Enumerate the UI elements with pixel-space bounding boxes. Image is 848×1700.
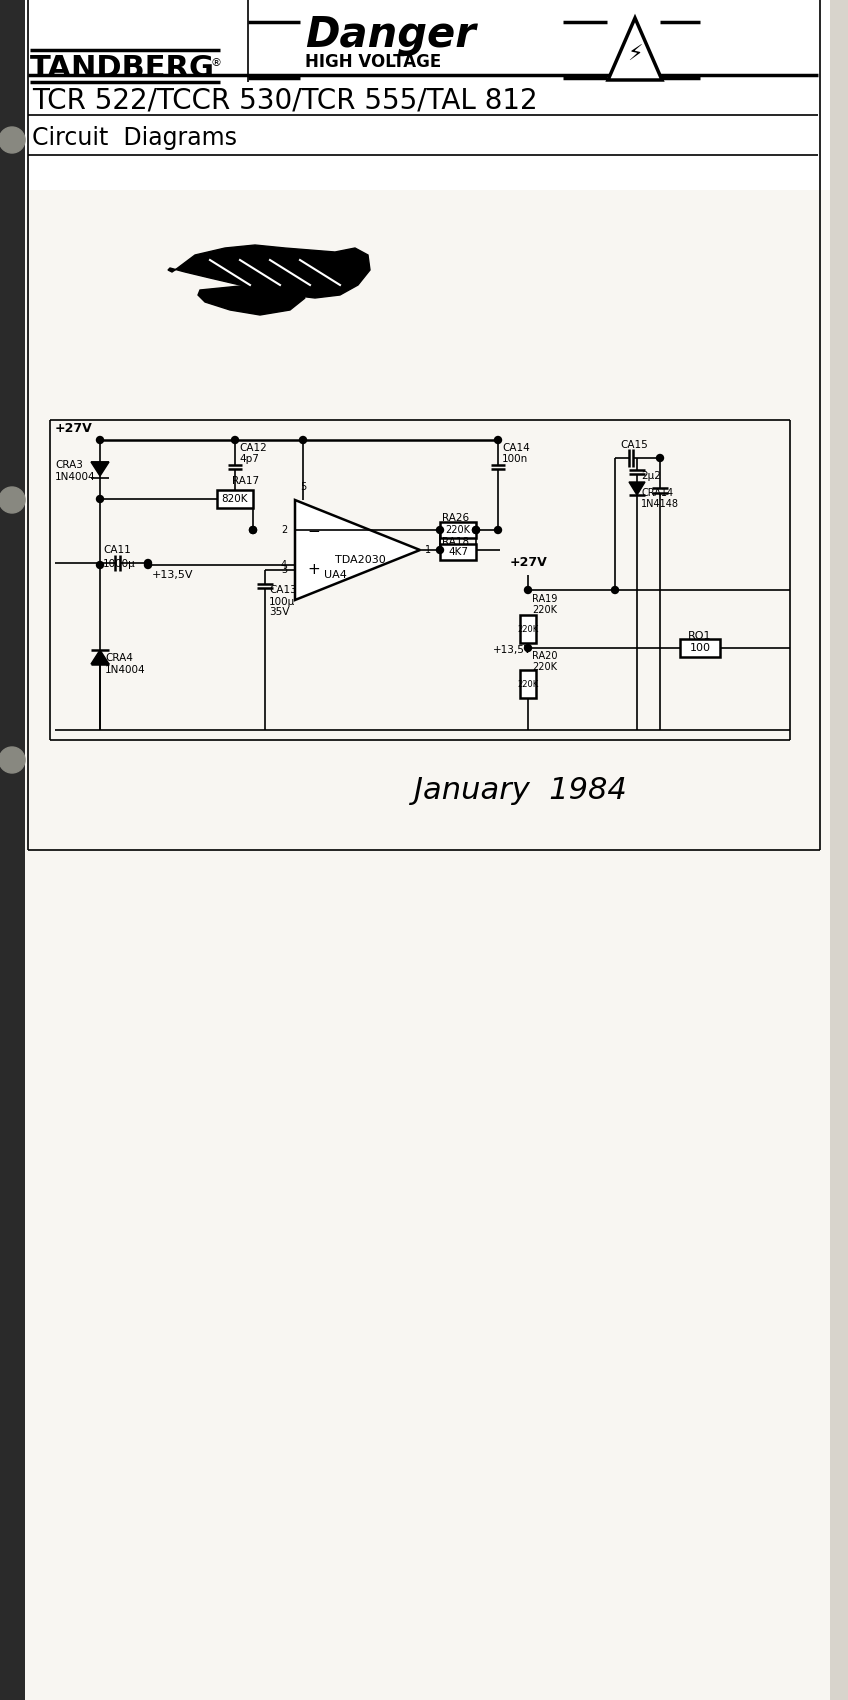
Circle shape <box>144 561 152 568</box>
Polygon shape <box>629 483 645 495</box>
Text: 220K: 220K <box>445 525 471 536</box>
Text: 4: 4 <box>281 559 287 570</box>
Text: TANDBERG: TANDBERG <box>30 53 215 83</box>
Text: RO1: RO1 <box>689 631 711 641</box>
Circle shape <box>144 559 152 566</box>
Circle shape <box>611 586 618 593</box>
Text: 1N4148: 1N4148 <box>641 500 679 508</box>
Circle shape <box>437 546 444 554</box>
Text: +: + <box>307 561 320 576</box>
Text: Danger: Danger <box>305 14 476 56</box>
Circle shape <box>437 527 444 534</box>
Circle shape <box>249 527 256 534</box>
Bar <box>830 0 848 1700</box>
Text: 100: 100 <box>689 643 711 653</box>
Bar <box>440 522 476 537</box>
Circle shape <box>525 586 532 593</box>
Text: RA20: RA20 <box>532 651 557 661</box>
Text: RA19: RA19 <box>532 593 557 604</box>
Text: 220K: 220K <box>517 624 538 634</box>
Circle shape <box>249 527 256 534</box>
Text: 220K: 220K <box>532 605 557 615</box>
Text: RA26: RA26 <box>442 513 469 524</box>
Text: RA18: RA18 <box>442 537 469 547</box>
Text: CA15: CA15 <box>620 440 648 450</box>
Circle shape <box>0 128 25 153</box>
Text: Circuit  Diagrams: Circuit Diagrams <box>32 126 237 150</box>
Text: 1N4004: 1N4004 <box>105 665 146 675</box>
Polygon shape <box>608 19 662 80</box>
Bar <box>680 639 720 656</box>
Circle shape <box>656 454 663 461</box>
Text: TDA2030: TDA2030 <box>335 554 385 564</box>
Bar <box>520 615 536 643</box>
Polygon shape <box>91 462 109 476</box>
Text: 2μ2: 2μ2 <box>641 471 661 481</box>
Circle shape <box>97 437 103 444</box>
Text: +27V: +27V <box>55 422 92 435</box>
Circle shape <box>97 561 103 568</box>
Text: UA4: UA4 <box>324 570 347 580</box>
Bar <box>440 544 476 559</box>
Circle shape <box>472 527 479 534</box>
Text: −: − <box>307 524 320 539</box>
Bar <box>217 490 253 508</box>
Text: 35V: 35V <box>269 607 289 617</box>
Text: 100μ: 100μ <box>269 597 295 607</box>
Text: +13,5V: +13,5V <box>493 644 532 654</box>
Text: CRA14: CRA14 <box>641 488 673 498</box>
Circle shape <box>97 495 103 503</box>
Text: 2: 2 <box>281 525 287 536</box>
Circle shape <box>494 527 501 534</box>
Polygon shape <box>198 284 305 314</box>
Text: +13,5V: +13,5V <box>152 570 193 580</box>
Circle shape <box>0 746 25 774</box>
Text: RA17: RA17 <box>232 476 259 486</box>
Polygon shape <box>168 245 370 298</box>
Text: CA14: CA14 <box>502 444 530 452</box>
Bar <box>520 670 536 699</box>
Text: 5: 5 <box>300 483 306 491</box>
Bar <box>0 0 848 190</box>
Circle shape <box>525 644 532 651</box>
Text: 1: 1 <box>425 546 431 554</box>
Text: 220K: 220K <box>517 680 538 688</box>
Text: TCR 522/TCCR 530/TCR 555/TAL 812: TCR 522/TCCR 530/TCR 555/TAL 812 <box>32 87 538 114</box>
Text: ⚡: ⚡ <box>628 44 643 65</box>
Text: 820K: 820K <box>221 495 248 503</box>
Bar <box>0 0 25 1700</box>
Text: ®: ® <box>210 58 221 68</box>
Text: CRA3: CRA3 <box>55 461 83 469</box>
Text: 1000μ: 1000μ <box>103 559 136 570</box>
Text: 100n: 100n <box>502 454 528 464</box>
Text: January  1984: January 1984 <box>414 775 627 804</box>
Circle shape <box>232 437 238 444</box>
Circle shape <box>472 527 479 534</box>
Circle shape <box>0 486 25 513</box>
Polygon shape <box>91 649 109 665</box>
Text: HIGH VOLTAGE: HIGH VOLTAGE <box>305 53 441 71</box>
Text: 4p7: 4p7 <box>239 454 259 464</box>
Text: CRA4: CRA4 <box>105 653 133 663</box>
Text: CA13: CA13 <box>269 585 297 595</box>
Text: 3: 3 <box>281 564 287 575</box>
Circle shape <box>494 437 501 444</box>
Text: CA11: CA11 <box>103 546 131 554</box>
Polygon shape <box>295 500 420 600</box>
Text: 4K7: 4K7 <box>448 547 468 558</box>
Text: CA12: CA12 <box>239 444 267 452</box>
Text: 1N4004: 1N4004 <box>55 473 96 483</box>
Circle shape <box>299 437 306 444</box>
Text: 220K: 220K <box>532 661 557 672</box>
Text: +27V: +27V <box>510 556 548 570</box>
